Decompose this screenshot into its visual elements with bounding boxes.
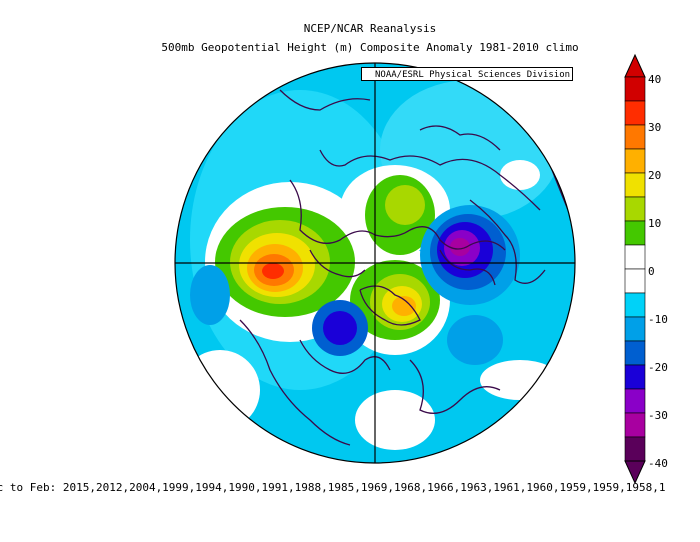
colorbar-tick-label: 10 xyxy=(648,217,662,230)
colorbar xyxy=(624,53,646,483)
colorbar-tick-label: 20 xyxy=(648,169,662,182)
colorbar-tick-label: -10 xyxy=(648,313,668,326)
colorbar-tick-label: -20 xyxy=(648,361,668,374)
colorbar-tick-label: 40 xyxy=(648,73,662,86)
colorbar-cell xyxy=(624,316,646,342)
colorbar-tick-label: -30 xyxy=(648,409,668,422)
colorbar-cell xyxy=(624,412,646,438)
colorbar-tick-label: 0 xyxy=(648,265,655,278)
colorbar-cell xyxy=(624,124,646,150)
colorbar-cell xyxy=(624,340,646,366)
colorbar-cell xyxy=(624,436,646,462)
map-border xyxy=(174,62,576,464)
colorbar-tick-label: -40 xyxy=(648,457,668,470)
colorbar-cell xyxy=(624,76,646,102)
colorbar-cell xyxy=(624,364,646,390)
colorbar-cell xyxy=(624,196,646,222)
composite-years-label: ec to Feb: 2015,2012,2004,1999,1994,1990… xyxy=(0,481,666,494)
colorbar-bottom-arrow xyxy=(624,460,646,483)
colorbar-cell xyxy=(624,268,646,294)
map-subtitle: 500mb Geopotential Height (m) Composite … xyxy=(161,41,579,54)
colorbar-cell xyxy=(624,244,646,270)
map-title: NCEP/NCAR Reanalysis xyxy=(303,22,437,35)
colorbar-cell xyxy=(624,220,646,246)
credit-label: NOAA/ESRL Physical Sciences Division xyxy=(361,67,573,81)
colorbar-cell xyxy=(624,148,646,174)
colorbar-cell xyxy=(624,388,646,414)
colorbar-cell xyxy=(624,292,646,318)
coastlines xyxy=(239,89,571,446)
colorbar-cell xyxy=(624,100,646,126)
polar-map xyxy=(174,62,576,464)
colorbar-ticks: 40 30 20 10 0 -10 -20 -30 -40 xyxy=(645,0,700,542)
colorbar-tick-label: 30 xyxy=(648,121,662,134)
colorbar-top-arrow xyxy=(624,53,646,78)
colorbar-cell xyxy=(624,172,646,198)
